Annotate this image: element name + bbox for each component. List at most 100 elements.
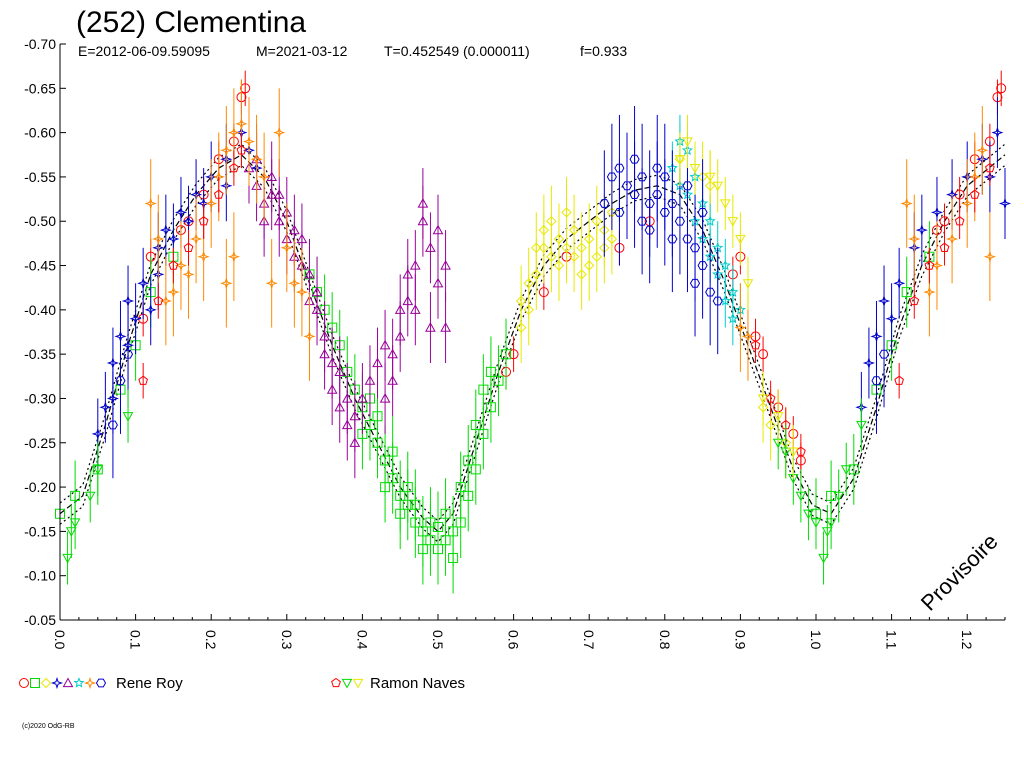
x-tick-label: 0.8 — [657, 630, 673, 650]
data-point-rene-roy-square — [485, 366, 496, 377]
data-point-ramon-naves-pentagon — [138, 375, 148, 385]
y-tick-label: -0.10 — [24, 568, 56, 584]
data-point-ramon-naves-triangle-down — [712, 181, 724, 192]
data-point-rene-roy-star4 — [900, 197, 913, 210]
data-point-ramon-naves-triangle-down — [825, 518, 837, 529]
data-point-rene-roy-hexagon — [689, 243, 701, 253]
y-tick-label: -0.70 — [24, 36, 56, 52]
data-point-rene-roy-triangle — [394, 304, 406, 314]
y-tick-label: -0.65 — [24, 80, 56, 96]
x-tick-label: 0.0 — [52, 630, 68, 650]
data-point-rene-roy-star4 — [242, 135, 256, 148]
data-point-ramon-naves-pentagon — [229, 162, 239, 173]
data-point-rene-roy-star4 — [983, 250, 997, 263]
data-point-ramon-naves-pentagon — [213, 189, 224, 199]
data-point-rene-roy-hexagon — [115, 376, 126, 386]
legend-marker-pentagon — [331, 677, 341, 688]
data-point-rene-roy-triangle — [311, 286, 323, 297]
data-point-rene-roy-square — [55, 508, 65, 519]
data-point-ramon-naves-pentagon — [153, 295, 164, 306]
data-point-rene-roy-star4 — [991, 126, 1004, 139]
data-point-ramon-naves-pentagon — [939, 242, 950, 252]
data-point-rene-roy-star4 — [930, 206, 944, 219]
y-tick-label: -0.40 — [24, 302, 56, 318]
data-point-rene-roy-hexagon — [644, 199, 655, 208]
data-point-rene-roy-hexagon — [689, 278, 701, 288]
data-point-rene-roy-hexagon — [107, 420, 118, 430]
data-point-rene-roy-star5 — [704, 215, 716, 226]
data-point-ramon-naves-triangle-down — [92, 465, 104, 475]
data-point-rene-roy-square — [886, 340, 897, 351]
data-point-ramon-naves-triangle-down — [84, 491, 96, 502]
x-tick-label: 0.9 — [732, 630, 748, 650]
legend-group-ramon-naves-markers — [331, 677, 364, 689]
data-point-rene-roy-square — [425, 517, 436, 528]
data-point-rene-roy-square — [70, 490, 81, 501]
data-point-ramon-naves-triangle-down — [780, 447, 792, 458]
data-points — [55, 70, 1012, 594]
data-point-rene-roy-hexagon — [659, 208, 670, 217]
data-point-rene-roy-square — [130, 340, 141, 351]
data-point-rene-roy-square — [901, 287, 912, 298]
data-point-rene-roy-square — [304, 269, 315, 280]
chart-title: (252) Clementina — [76, 6, 306, 39]
data-point-rene-roy-star5 — [719, 295, 731, 306]
data-point-rene-roy-triangle — [425, 322, 436, 332]
data-point-rene-roy-star4 — [908, 232, 921, 246]
data-point-rene-roy-triangle — [319, 348, 330, 359]
data-point-rene-roy-square — [478, 428, 489, 439]
data-point-rene-roy-star5 — [727, 312, 739, 324]
x-tick-label: 1.2 — [959, 630, 975, 650]
f-label: f=0.933 — [580, 43, 627, 59]
data-point-rene-roy-hexagon — [712, 296, 723, 306]
data-point-rene-roy-square — [380, 482, 391, 493]
data-point-rene-roy-star4 — [227, 126, 241, 139]
data-point-rene-roy-square — [485, 402, 496, 413]
data-point-ramon-naves-triangle-down — [810, 518, 822, 529]
data-point-rene-roy-star4 — [144, 197, 157, 210]
data-point-rene-roy-circle — [240, 83, 251, 94]
data-point-rene-roy-square — [168, 251, 179, 262]
data-point-rene-roy-square — [440, 535, 451, 546]
data-point-rene-roy-star4 — [288, 277, 301, 290]
data-point-ramon-naves-triangle-down — [65, 527, 77, 537]
data-point-rene-roy-star4 — [144, 303, 157, 316]
data-point-rene-roy-star4 — [741, 330, 755, 343]
data-point-rene-roy-hexagon — [637, 216, 648, 226]
data-point-rene-roy-star4 — [862, 356, 876, 370]
data-point-rene-roy-star4 — [915, 224, 928, 237]
data-point-rene-roy-square — [448, 553, 459, 563]
data-point-rene-roy-triangle — [326, 384, 338, 394]
data-point-ramon-naves-pentagon — [924, 260, 935, 270]
data-point-rene-roy-diamond — [515, 295, 527, 307]
data-point-rene-roy-triangle — [440, 322, 451, 332]
data-point-rene-roy-star4 — [961, 197, 974, 210]
legend-marker-star4 — [50, 676, 64, 690]
x-tick-label: 0.6 — [506, 630, 522, 650]
data-point-rene-roy-triangle — [258, 215, 270, 226]
data-point-rene-roy-hexagon — [878, 349, 890, 359]
data-point-rene-roy-triangle — [379, 392, 391, 403]
data-point-rene-roy-square — [478, 384, 489, 395]
data-point-ramon-naves-triangle-down — [682, 137, 693, 148]
data-point-rene-roy-star4 — [174, 206, 188, 219]
data-point-rene-roy-diamond — [553, 260, 565, 271]
data-point-rene-roy-star4 — [923, 285, 936, 299]
data-point-rene-roy-square — [349, 384, 360, 395]
data-point-rene-roy-triangle — [296, 233, 308, 244]
data-point-rene-roy-star4 — [205, 197, 218, 210]
data-point-rene-roy-circle — [508, 349, 519, 360]
data-point-rene-roy-star4 — [885, 312, 898, 325]
data-point-rene-roy-diamond — [538, 224, 550, 236]
data-point-rene-roy-star4 — [734, 321, 747, 334]
data-point-rene-roy-hexagon — [682, 181, 693, 191]
x-tick-label: 1.0 — [808, 630, 824, 650]
data-point-ramon-naves-triangle-down — [674, 155, 686, 165]
fit-curve-envelope — [59, 164, 1006, 543]
data-point-rene-roy-square — [372, 411, 383, 422]
data-point-rene-roy-diamond — [606, 233, 618, 245]
data-point-rene-roy-square — [470, 420, 481, 430]
data-point-rene-roy-star4 — [265, 277, 278, 290]
data-point-rene-roy-star4 — [976, 144, 989, 157]
legend-group-rene-roy-markers — [19, 676, 107, 690]
